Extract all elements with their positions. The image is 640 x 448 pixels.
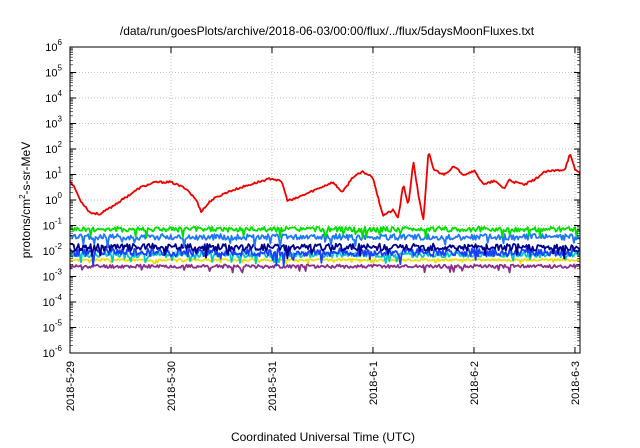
y-axis-label-superscript: 2 — [18, 194, 27, 199]
y-tick-base: 10 — [45, 119, 57, 131]
chart-title: /data/run/goesPlots/archive/2018-06-03/0… — [120, 24, 535, 38]
y-axis-label-base: protons/cm — [19, 199, 33, 258]
y-tick-label: 103 — [45, 115, 62, 131]
y-tick-base: 10 — [45, 170, 57, 182]
series-line — [69, 257, 581, 265]
y-tick-exponent: 1 — [58, 166, 63, 175]
y-axis-label: protons/cm2-s-sr-MeV — [18, 142, 33, 258]
y-tick-label: 10-2 — [43, 242, 63, 258]
y-axis-label-units: -s-sr-MeV — [19, 142, 33, 195]
y-tick-label: 10-1 — [43, 217, 63, 233]
y-tick-label: 101 — [45, 166, 62, 182]
y-tick-exponent: 2 — [58, 140, 63, 149]
y-tick-exponent: 6 — [58, 38, 63, 47]
y-axis: 10-610-510-410-310-210-11001011021031041… — [43, 38, 580, 360]
y-tick-base: 10 — [45, 195, 57, 207]
y-tick-base: 10 — [43, 221, 55, 233]
x-tick-label: 2018-5-30 — [166, 361, 178, 411]
y-tick-base: 10 — [45, 144, 57, 156]
y-tick-label: 100 — [45, 191, 62, 207]
y-tick-exponent: -2 — [55, 242, 63, 251]
series-line — [69, 242, 581, 260]
x-axis-label: Coordinated Universal Time (UTC) — [231, 430, 415, 444]
y-tick-label: 10-5 — [43, 319, 63, 335]
series-line — [69, 153, 581, 221]
y-tick-label: 104 — [45, 89, 62, 105]
series-line — [69, 225, 581, 240]
y-tick-base: 10 — [43, 348, 55, 360]
y-tick-exponent: -4 — [55, 293, 63, 302]
y-tick-label: 10-3 — [43, 268, 63, 284]
y-tick-exponent: 3 — [58, 115, 63, 124]
x-tick-label: 2018-6-3 — [570, 361, 582, 405]
y-tick-exponent: -5 — [55, 319, 63, 328]
y-tick-exponent: 5 — [58, 64, 63, 73]
y-tick-label: 102 — [45, 140, 62, 156]
y-tick-base: 10 — [45, 93, 57, 105]
y-tick-exponent: 0 — [58, 191, 63, 200]
y-tick-label: 10-4 — [43, 293, 63, 309]
y-tick-base: 10 — [45, 42, 57, 54]
y-tick-base: 10 — [43, 323, 55, 335]
x-axis: 2018-5-29 2018-5-30 2018-5-31 2018-6-1 2018-… — [65, 47, 582, 411]
x-tick-label: 2018-6-2 — [469, 361, 481, 405]
grid-lines — [70, 47, 580, 353]
series-line — [69, 233, 581, 249]
y-tick-base: 10 — [43, 297, 55, 309]
x-tick-label: 2018-5-29 — [65, 361, 77, 411]
y-tick-label: 106 — [45, 38, 62, 54]
x-tick-label: 2018-6-1 — [368, 361, 380, 405]
y-tick-exponent: 4 — [58, 89, 63, 98]
series-layer — [69, 153, 581, 274]
y-tick-exponent: -3 — [55, 268, 63, 277]
y-tick-base: 10 — [43, 246, 55, 258]
series-line — [69, 263, 581, 274]
y-tick-label: 10-6 — [43, 344, 63, 360]
y-tick-exponent: -1 — [55, 217, 63, 226]
x-tick-label: 2018-5-31 — [267, 361, 279, 411]
y-tick-label: 105 — [45, 64, 62, 80]
y-tick-base: 10 — [45, 68, 57, 80]
y-tick-exponent: -6 — [55, 344, 63, 353]
y-tick-base: 10 — [43, 272, 55, 284]
